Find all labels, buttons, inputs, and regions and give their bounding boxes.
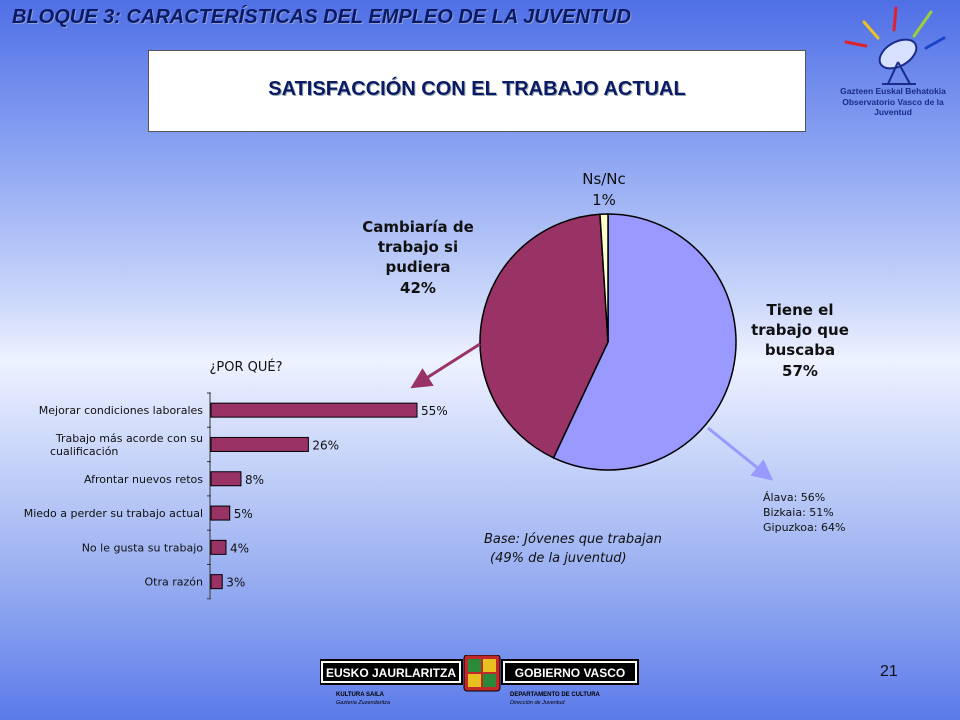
pie-slice-nsnc: [599, 213, 609, 343]
slide-number: 21: [880, 663, 898, 680]
bar-chart-title: ¿POR QUÉ?: [210, 359, 283, 375]
cambiaria-label-line-2: trabajo si: [378, 238, 458, 256]
tiene-value: 57%: [782, 362, 818, 380]
bar-category-label-3-0: Miedo a perder su trabajo actual: [24, 507, 203, 520]
bar-value-label-1: 26%: [312, 438, 339, 452]
bar-category-label-2-0: Afrontar nuevos retos: [84, 473, 203, 486]
bar-value-label-2: 8%: [245, 473, 264, 487]
tiene-label-line-3: buscaba: [765, 341, 835, 359]
bar-1: [210, 436, 309, 452]
bar-0: [210, 402, 418, 418]
province-alava: Álava: 56%: [763, 491, 825, 504]
base-note-line-1: Base: Jóvenes que trabajan: [484, 532, 662, 547]
bar-value-label-4: 4%: [230, 541, 249, 555]
province-bizkaia: Bizkaia: 51%: [763, 506, 834, 519]
departamento-text: DEPARTAMENTO DE CULTURA: [510, 692, 601, 698]
pie-slice-tiene: [552, 213, 737, 471]
bar-category-label-5-0: Otra razón: [145, 576, 203, 589]
gazteria-text: Gazteria Zuzendaritza: [336, 700, 390, 706]
logo-text-spanish: Observatorio Vasco de la Juventud: [842, 97, 944, 117]
bar-category-label-1-0: Trabajo más acorde con su: [55, 432, 203, 445]
bar-chart: 55% Mejorar condiciones laborales 26% Traba…: [24, 392, 448, 600]
bar-3: [210, 505, 231, 521]
cambiaria-label-line-3: pudiera: [386, 258, 451, 276]
bar-4: [210, 539, 227, 555]
kultura-saila-text: KULTURA SAILA: [336, 692, 385, 698]
logo-text-basque: Gazteen Euskal Behatokia: [840, 86, 946, 96]
cambiaria-label-line-1: Cambiaría de: [362, 218, 474, 236]
observatory-logo-icon: [844, 6, 946, 85]
bar-value-label-5: 3%: [226, 576, 245, 590]
province-gipuzkoa: Gipuzkoa: 64%: [763, 521, 845, 534]
slide-section-title: BLOQUE 3: CARACTERÍSTICAS DEL EMPLEO DE …: [12, 6, 631, 28]
bar-value-label-3: 5%: [234, 507, 253, 521]
pie-slice-cambiaria: [479, 213, 609, 459]
ns-nc-value: 1%: [592, 191, 616, 209]
cambiaria-value: 42%: [400, 279, 436, 297]
bar-category-label-4-0: No le gusta su trabajo: [82, 541, 204, 554]
direccion-text: Dirección de Juventud: [510, 700, 565, 706]
pie-chart-title: SATISFACCIÓN CON EL TRABAJO ACTUAL: [268, 78, 686, 100]
pie-to-bars-arrow: [410, 342, 481, 389]
pie-to-provinces-arrow: [707, 426, 774, 481]
gobierno-vasco-text: GOBIERNO VASCO: [515, 666, 625, 680]
bar-2: [210, 471, 242, 487]
bar-category-label-1-1: cualificación: [50, 445, 118, 458]
bar-value-label-0: 55%: [421, 404, 448, 418]
ns-nc-label: Ns/Nc: [582, 170, 626, 188]
bar-category-label-0-0: Mejorar condiciones laborales: [39, 404, 204, 417]
eusko-jaurlaritza-text: EUSKO JAURLARITZA: [326, 666, 456, 680]
coat-of-arms-icon: [463, 655, 501, 692]
base-note-line-2: (49% de la juventud): [490, 551, 627, 566]
tiene-label-line-2: trabajo que: [751, 321, 849, 339]
bar-5: [210, 574, 223, 590]
chart-title-box: SATISFACCIÓN CON EL TRABAJO ACTUAL: [148, 50, 806, 132]
gobierno-vasco-banner: EUSKO JAURLARITZA GOBIERNO VASCO KULTURA…: [320, 655, 639, 706]
tiene-label-line-1: Tiene el: [767, 301, 834, 319]
pie-chart: [479, 213, 737, 471]
